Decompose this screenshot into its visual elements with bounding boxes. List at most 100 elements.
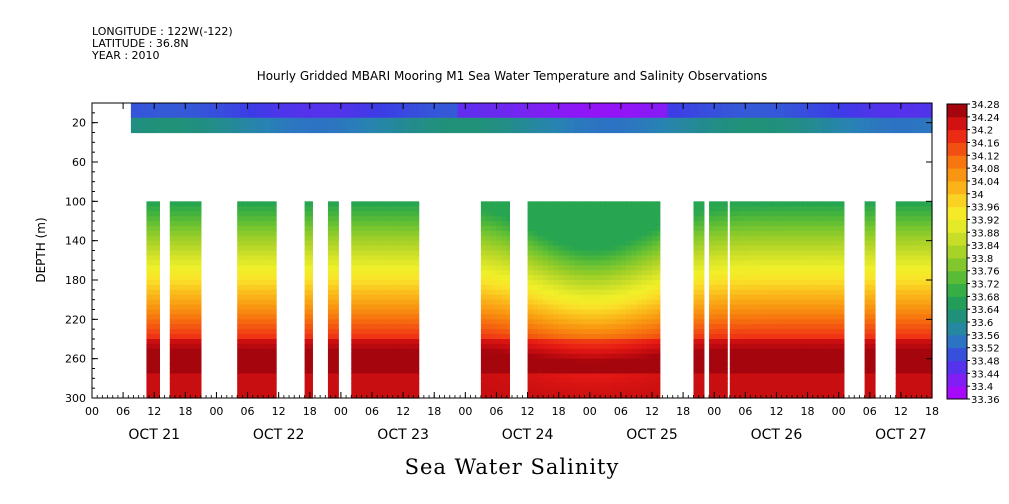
surface-cell bbox=[208, 127, 218, 134]
deep-cell bbox=[797, 201, 803, 207]
surface-cell bbox=[130, 122, 140, 129]
deep-cell bbox=[151, 235, 158, 242]
deep-cell bbox=[496, 260, 503, 266]
x-tick-label: 12 bbox=[272, 405, 286, 418]
deep-cell bbox=[309, 383, 313, 389]
deep-cell bbox=[657, 201, 661, 207]
deep-cell bbox=[195, 363, 202, 370]
surface-cell bbox=[550, 107, 560, 114]
deep-cell bbox=[563, 245, 570, 252]
deep-cell bbox=[579, 284, 586, 291]
deep-cell bbox=[921, 324, 928, 330]
deep-cell bbox=[392, 378, 399, 384]
deep-cell bbox=[356, 343, 363, 350]
surface-cell bbox=[255, 122, 264, 129]
surface-cell bbox=[255, 112, 264, 119]
deep-cell bbox=[579, 245, 586, 252]
deep-cell bbox=[486, 383, 492, 389]
deep-cell bbox=[268, 368, 275, 375]
deep-cell bbox=[740, 230, 746, 237]
deep-cell bbox=[828, 319, 835, 325]
surface-cell bbox=[185, 103, 194, 109]
deep-cell bbox=[652, 240, 658, 247]
deep-cell bbox=[563, 280, 570, 286]
deep-cell bbox=[377, 206, 383, 212]
deep-cell bbox=[491, 270, 498, 276]
deep-cell bbox=[771, 284, 778, 291]
deep-cell bbox=[755, 294, 762, 301]
deep-cell bbox=[403, 324, 409, 330]
deep-cell bbox=[600, 245, 606, 252]
deep-cell bbox=[745, 294, 752, 301]
deep-cell bbox=[714, 211, 721, 217]
deep-cell bbox=[366, 284, 373, 291]
deep-cell bbox=[413, 284, 420, 291]
deep-cell bbox=[693, 230, 700, 237]
deep-cell bbox=[366, 334, 373, 340]
deep-cell bbox=[185, 348, 192, 355]
deep-cell bbox=[771, 339, 778, 345]
deep-cell bbox=[620, 319, 627, 325]
deep-cell bbox=[156, 235, 160, 242]
deep-cell bbox=[693, 255, 700, 261]
deep-cell bbox=[304, 299, 311, 306]
deep-cell bbox=[579, 275, 586, 281]
deep-cell bbox=[491, 275, 498, 281]
surface-cell bbox=[729, 122, 739, 129]
deep-cell bbox=[496, 206, 503, 212]
deep-cell bbox=[589, 393, 596, 399]
deep-cell bbox=[786, 235, 793, 242]
deep-cell bbox=[413, 245, 420, 252]
deep-cell bbox=[242, 211, 249, 217]
surface-cell bbox=[364, 103, 373, 109]
deep-cell bbox=[594, 324, 601, 330]
deep-cell bbox=[781, 343, 788, 350]
deep-cell bbox=[268, 280, 275, 286]
deep-cell bbox=[641, 289, 648, 296]
deep-cell bbox=[745, 216, 752, 222]
deep-cell bbox=[496, 265, 503, 271]
deep-cell bbox=[372, 319, 378, 325]
deep-cell bbox=[693, 235, 700, 242]
deep-cell bbox=[594, 378, 601, 384]
deep-cell bbox=[636, 280, 643, 286]
deep-cell bbox=[563, 235, 570, 242]
deep-cell bbox=[247, 339, 254, 345]
deep-cell bbox=[657, 339, 661, 345]
surface-cell bbox=[753, 122, 762, 129]
deep-cell bbox=[776, 250, 783, 257]
surface-cell bbox=[776, 112, 785, 119]
deep-cell bbox=[652, 373, 658, 379]
deep-cell bbox=[486, 378, 492, 384]
deep-cell bbox=[709, 201, 715, 207]
deep-cell bbox=[709, 339, 715, 345]
deep-cell bbox=[745, 260, 752, 266]
surface-cell bbox=[395, 122, 404, 129]
deep-cell bbox=[553, 280, 560, 286]
deep-cell bbox=[263, 245, 269, 252]
x-tick-label: 18 bbox=[427, 405, 441, 418]
deep-cell bbox=[237, 383, 243, 389]
deep-cell bbox=[408, 265, 415, 271]
deep-cell bbox=[620, 393, 627, 399]
deep-cell bbox=[786, 319, 793, 325]
deep-cell bbox=[146, 284, 153, 291]
deep-cell bbox=[828, 299, 835, 306]
deep-cell bbox=[610, 299, 617, 306]
deep-cell bbox=[823, 211, 829, 217]
deep-cell bbox=[911, 265, 918, 271]
deep-cell bbox=[823, 339, 829, 345]
deep-cell bbox=[180, 260, 186, 266]
deep-cell bbox=[615, 358, 622, 365]
deep-cell bbox=[195, 348, 202, 355]
deep-cell bbox=[600, 221, 606, 227]
deep-cell bbox=[351, 206, 358, 212]
surface-cell bbox=[737, 103, 746, 109]
deep-cell bbox=[195, 388, 202, 394]
surface-cell bbox=[589, 107, 599, 114]
deep-cell bbox=[760, 250, 767, 257]
deep-cell bbox=[506, 373, 510, 379]
surface-cell bbox=[263, 103, 272, 109]
deep-cell bbox=[413, 211, 420, 217]
deep-cell bbox=[750, 334, 757, 340]
